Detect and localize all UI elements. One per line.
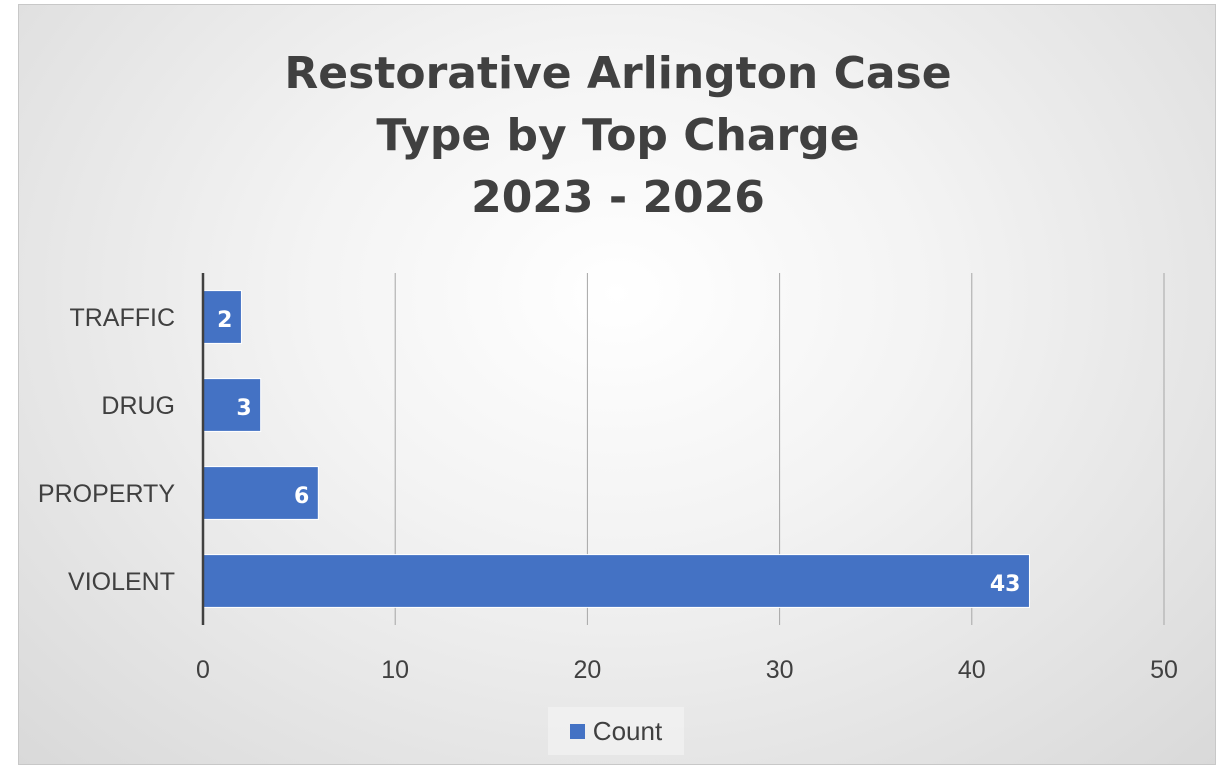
x-tick-label-10: 10 [381, 656, 409, 684]
x-tick-label-50: 50 [1150, 656, 1178, 684]
bar-chart-plot: 0 10 20 30 40 50 TRAFFIC 2 DRUG 3 PROPERTY 6 VIOLENT… [38, 273, 1178, 684]
category-label-traffic: TRAFFIC [69, 304, 175, 332]
data-label-violent: 43 [990, 572, 1021, 597]
x-tick-label-0: 0 [196, 656, 210, 684]
category-label-drug: DRUG [101, 392, 175, 420]
data-label-traffic: 2 [217, 308, 232, 333]
bar-traffic [202, 290, 242, 344]
data-label-property: 6 [294, 484, 309, 509]
bar-property [202, 466, 319, 520]
chart-title-line-1: Restorative Arlington Case [284, 48, 952, 99]
chart-area: Restorative Arlington Case Type by Top C… [18, 4, 1216, 765]
category-label-violent: VIOLENT [68, 568, 175, 596]
bar-drug [202, 378, 262, 432]
chart-title: Restorative Arlington Case Type by Top C… [19, 43, 1217, 229]
data-label-drug: 3 [236, 396, 251, 421]
category-label-property: PROPERTY [38, 480, 175, 508]
x-tick-label-20: 20 [573, 656, 601, 684]
legend-label-count: Count [592, 715, 663, 746]
x-tick-label-40: 40 [958, 656, 986, 684]
legend-swatch-count [569, 723, 585, 739]
chart-title-line-3: 2023 - 2026 [471, 172, 765, 223]
x-tick-label-30: 30 [766, 656, 794, 684]
chart-title-line-2: Type by Top Charge [376, 110, 860, 161]
bar-violent [202, 554, 1030, 608]
legend: Count [548, 707, 684, 755]
